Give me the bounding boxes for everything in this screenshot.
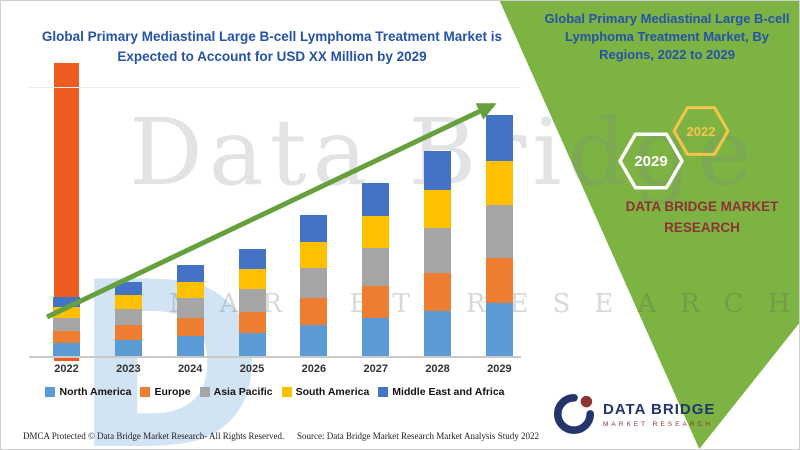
dbmr-logo-icon [553,393,595,435]
x-axis-label-2023: 2023 [116,363,141,375]
segment-europe-2022 [53,331,80,344]
dbmr-logo: DATA BRIDGE MARKET RESEARCH [553,393,715,435]
segment-south-america-2026 [300,241,328,268]
bar-2024 [176,264,204,356]
dbmr-logo-name: DATA BRIDGE [603,400,716,418]
bar-2028 [424,150,452,356]
segment-asia-pacific-2029 [485,205,513,258]
legend-swatch-asia-pacific [199,387,210,397]
segment-europe-2029 [485,257,513,304]
segment-north-america-2029 [485,303,513,356]
bar-2022 [53,296,80,356]
segment-south-america-2023 [114,295,142,310]
segment-asia-pacific-2024 [176,298,204,319]
hexagon-2022-icon [672,106,730,156]
segment-asia-pacific-2028 [424,227,452,273]
segment-asia-pacific-2023 [114,309,142,326]
segment-middle-east-and-africa-2029 [485,114,513,162]
hexagon-2029-icon [618,132,684,190]
legend-label-middle-east-and-africa: Middle East and Africa [392,386,505,398]
x-axis-label-2024: 2024 [177,363,203,375]
legend-label-asia-pacific: Asia Pacific [213,386,273,398]
brand-text: DATA BRIDGE MARKET RESEARCH [625,199,779,235]
segment-south-america-2027 [362,216,390,248]
hexagon-2022-label: 2022 [687,124,716,139]
segment-europe-2028 [424,272,452,312]
x-axis-label-2026: 2026 [301,363,327,375]
bar-2023 [114,281,142,356]
x-axis-label-2025: 2025 [239,363,265,375]
segment-north-america-2028 [424,311,452,356]
bar-2025 [238,248,266,356]
legend-item-north-america: North America [45,386,131,398]
segment-south-america-2029 [485,161,513,206]
right-panel-title: Global Primary Mediastinal Large B-cell … [544,11,790,63]
bar-2027 [362,183,390,356]
x-axis-label-2029: 2029 [487,363,512,375]
segment-middle-east-and-africa-2023 [114,281,142,296]
legend-label-europe: Europe [154,386,191,398]
dbmr-logo-subtitle: MARKET RESEARCH [603,420,713,428]
hexagon-2029-label: 2029 [634,153,667,170]
segment-middle-east-and-africa-2028 [424,150,452,191]
segment-asia-pacific-2026 [300,267,328,299]
legend-item-asia-pacific: Asia Pacific [199,386,273,398]
segment-south-america-2028 [424,190,452,228]
segment-north-america-2025 [238,333,266,356]
bars-container [29,88,521,356]
segment-europe-2023 [114,325,142,341]
year-hexagons: 2029 2022 [618,106,730,190]
segment-north-america-2026 [300,325,328,356]
x-axis-label-2027: 2027 [363,363,388,375]
stacked-bar-chart: 2022 2023 2024 2025 2026 2027 2028 2029 North A… [29,87,521,398]
plot-area [29,87,521,358]
bar-2029 [485,114,513,356]
segment-middle-east-and-africa-2027 [362,183,390,217]
chart-legend: North America Europe Asia Pacific South Ame… [29,386,521,398]
segment-north-america-2024 [176,336,204,356]
segment-asia-pacific-2022 [53,318,80,332]
legend-swatch-middle-east-and-africa [378,387,389,397]
segment-europe-2025 [238,312,266,334]
footer-source: Source: Data Bridge Market Research Mark… [297,431,539,441]
bar-2026 [300,215,328,356]
segment-asia-pacific-2025 [238,288,266,313]
legend-label-south-america: South America [295,386,370,398]
segment-europe-2026 [300,298,328,326]
x-axis-label-2028: 2028 [425,363,450,375]
legend-swatch-europe [140,387,151,397]
segment-south-america-2024 [176,281,204,299]
segment-middle-east-and-africa-2024 [176,264,204,282]
segment-south-america-2022 [53,307,80,319]
footer-dmca: DMCA Protected © Data Bridge Market Rese… [23,431,285,441]
x-axis-label-2022: 2022 [54,363,79,375]
segment-north-america-2023 [114,340,142,356]
segment-europe-2024 [176,318,204,337]
legend-item-middle-east-and-africa: Middle East and Africa [378,386,505,398]
chart-title: Global Primary Mediastinal Large B-cell … [41,29,503,64]
segment-south-america-2025 [238,268,266,289]
x-axis-labels: 2022 2023 2024 2025 2026 2027 2028 2029 [29,363,521,375]
dbmr-logo-text: DATA BRIDGE MARKET RESEARCH [603,401,715,428]
legend-swatch-south-america [281,387,292,397]
legend-item-europe: Europe [140,386,191,398]
segment-middle-east-and-africa-2025 [238,248,266,269]
segment-middle-east-and-africa-2026 [300,215,328,242]
segment-europe-2027 [362,285,390,319]
segment-middle-east-and-africa-2022 [53,296,80,308]
legend-label-north-america: North America [59,386,132,398]
legend-swatch-north-america [45,387,56,397]
segment-north-america-2027 [362,318,390,356]
legend-item-south-america: South America [281,386,370,398]
segment-asia-pacific-2027 [362,247,390,286]
segment-north-america-2022 [53,343,80,356]
